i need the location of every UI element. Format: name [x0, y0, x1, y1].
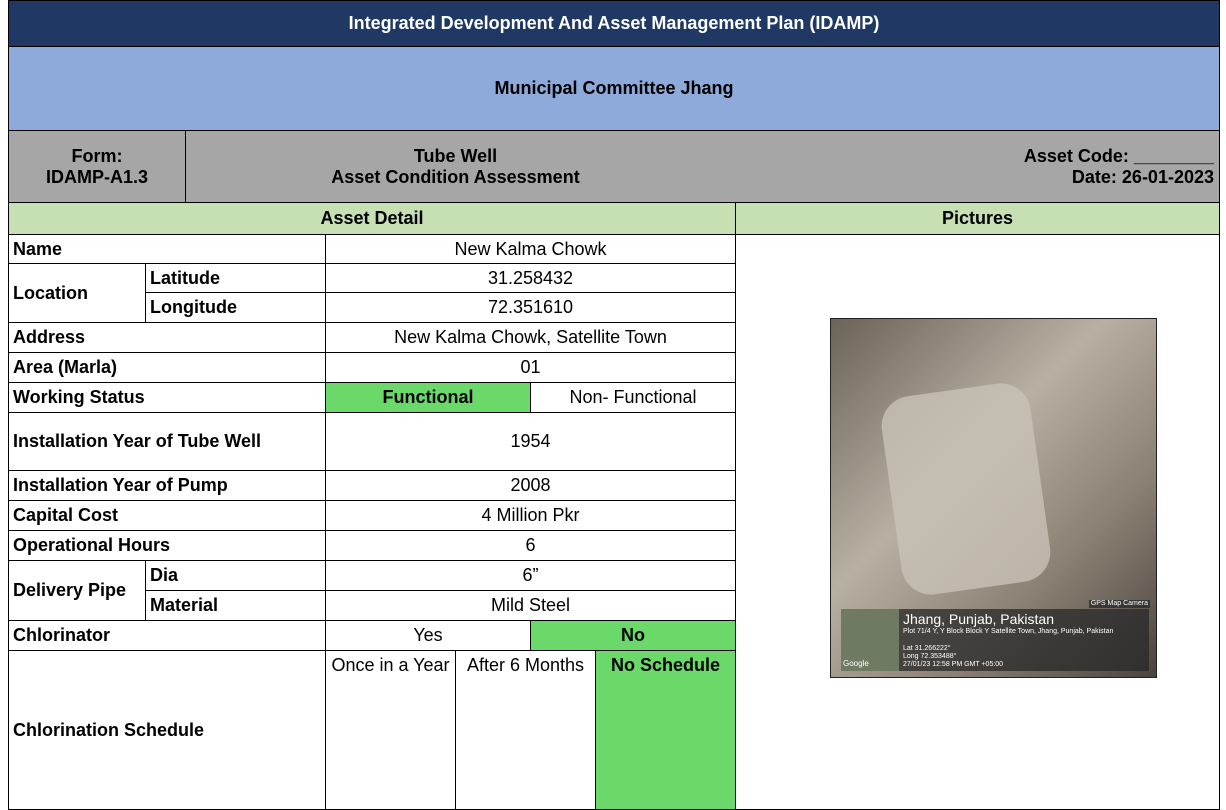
value: 6” — [325, 560, 736, 591]
label: Chlorinator — [8, 620, 326, 651]
value: 1954 — [325, 412, 736, 471]
option-selected: No Schedule — [595, 650, 736, 810]
form-label: Form: — [72, 146, 123, 167]
form-desc: Asset Condition Assessment — [331, 167, 579, 188]
photo: Google Jhang, Punjab, Pakistan Plot 71/4… — [830, 318, 1157, 678]
label: Delivery Pipe — [8, 560, 146, 621]
timestamp: 27/01/23 12:58 PM GMT +05:00 — [903, 661, 1003, 669]
title: Integrated Development And Asset Managem… — [8, 0, 1220, 47]
subtitle: Municipal Committee Jhang — [8, 46, 1220, 131]
section-header: Asset Detail — [8, 202, 736, 235]
label: Name — [8, 234, 326, 264]
form-code: IDAMP-A1.3 — [46, 167, 148, 188]
value: Mild Steel — [325, 590, 736, 621]
section-header: Pictures — [735, 202, 1220, 235]
value: 2008 — [325, 470, 736, 501]
option: Yes — [325, 620, 531, 651]
label: Latitude — [145, 263, 326, 293]
value: 01 — [325, 352, 736, 383]
label: Operational Hours — [8, 530, 326, 561]
map-brand: Google — [843, 659, 869, 669]
place: Jhang, Punjab, Pakistan — [903, 611, 1054, 628]
option-selected: No — [530, 620, 736, 651]
form-cell: Form:IDAMP-A1.3 — [8, 130, 186, 203]
address: Plot 71/4 Y, Y Block Block Y Satellite T… — [903, 628, 1143, 636]
gps-overlay: Google Jhang, Punjab, Pakistan Plot 71/4… — [841, 609, 1149, 671]
label: Longitude — [145, 292, 326, 323]
label: Installation Year of Tube Well — [8, 412, 326, 471]
gps-brand: GPS Map Camera — [1089, 600, 1150, 608]
date: Date: 26-01-2023 — [1072, 167, 1214, 188]
value: 4 Million Pkr — [325, 500, 736, 531]
value: 6 — [325, 530, 736, 561]
valve — [878, 380, 1054, 599]
label: Area (Marla) — [8, 352, 326, 383]
label: Working Status — [8, 382, 326, 413]
label: Chlorination Schedule — [8, 650, 326, 810]
value: New Kalma Chowk — [325, 234, 736, 264]
option: After 6 Months — [455, 650, 596, 810]
label: Installation Year of Pump — [8, 470, 326, 501]
asset-code: Asset Code: ________ — [1024, 146, 1214, 167]
label: Address — [8, 322, 326, 353]
label: Capital Cost — [8, 500, 326, 531]
option: Non- Functional — [530, 382, 736, 413]
option-selected: Functional — [325, 382, 531, 413]
label: Location — [8, 263, 146, 323]
page: Integrated Development And Asset Managem… — [0, 0, 1226, 799]
code-cell: Asset Code: ________Date: 26-01-2023 — [900, 131, 1218, 202]
label: Material — [145, 590, 326, 621]
value: New Kalma Chowk, Satellite Town — [325, 322, 736, 353]
value: 31.258432 — [325, 263, 736, 293]
option: Once in a Year — [325, 650, 456, 810]
value: 72.351610 — [325, 292, 736, 323]
form-type: Tube Well — [414, 146, 497, 167]
label: Dia — [145, 560, 326, 591]
